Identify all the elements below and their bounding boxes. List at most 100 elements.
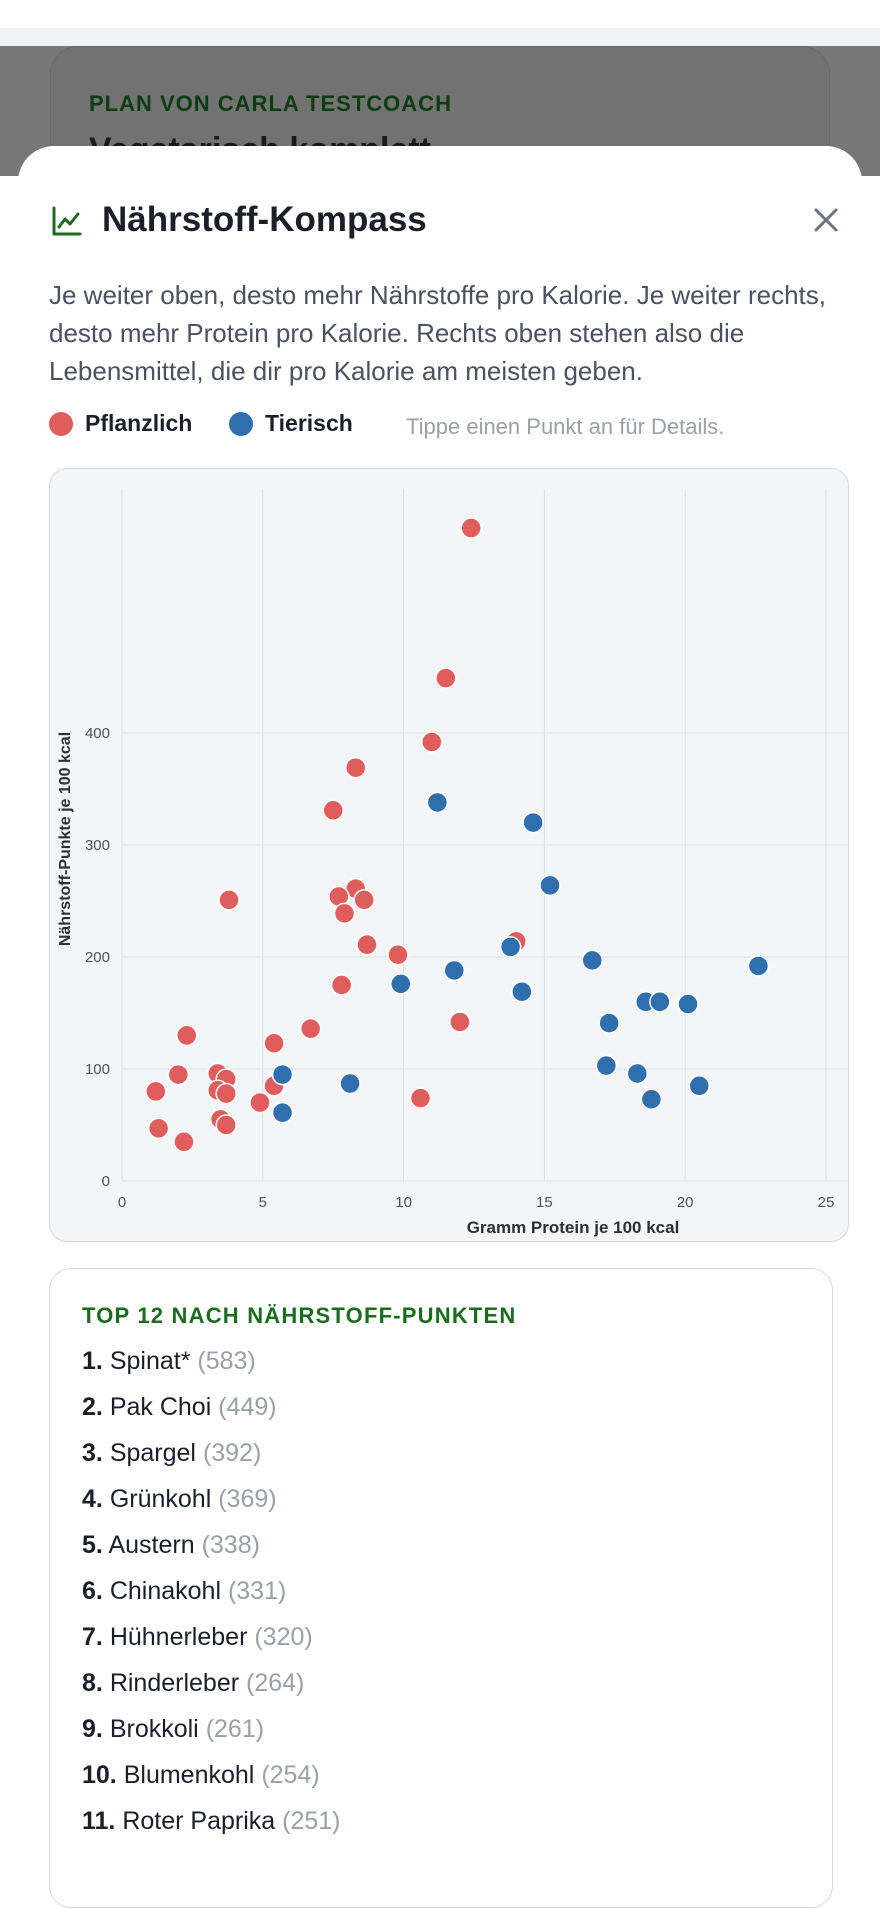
plant-data-point[interactable] [173,1131,195,1153]
list-item[interactable]: 7. Hühnerleber (320) [82,1623,341,1669]
plan-kicker: PLAN VON CARLA TESTCOACH [89,91,452,116]
close-icon [812,206,840,239]
list-rank: 8. [82,1669,103,1697]
x-tick-label: 15 [536,1194,553,1211]
animal-data-point[interactable] [271,1101,294,1124]
plant-data-point[interactable] [322,799,344,822]
animal-data-point[interactable] [339,1072,361,1095]
top-list-card: TOP 12 NACH NÄHRSTOFF-PUNKTEN 1. Spinat*… [49,1268,833,1908]
plant-data-point[interactable] [167,1063,190,1086]
animal-data-point[interactable] [443,959,466,982]
animal-data-point[interactable] [595,1054,618,1077]
legend-animal: Tierisch [229,410,353,437]
line-chart-icon [50,204,84,238]
bottom-sheet: Nährstoff-Kompass Je weiter oben, desto … [18,146,862,1908]
top-list-heading: TOP 12 NACH NÄHRSTOFF-PUNKTEN [82,1303,517,1328]
plant-data-point[interactable] [145,1080,167,1103]
animal-data-point[interactable] [677,993,699,1015]
legend-animal-label: Tierisch [265,410,353,436]
list-item[interactable]: 4. Grünkohl (369) [82,1485,341,1531]
list-item[interactable]: 9. Brokkoli (261) [82,1715,341,1761]
list-rank: 4. [82,1485,103,1513]
animal-data-point[interactable] [747,955,770,977]
animal-data-point[interactable] [390,973,412,995]
list-item[interactable]: 6. Chinakohl (331) [82,1577,341,1623]
list-name: Rinderleber [109,1669,240,1697]
plant-data-point[interactable] [353,889,375,911]
x-tick-label: 0 [118,1194,126,1211]
y-tick-label: 200 [85,949,110,966]
list-item[interactable]: 10. Blumenkohl (254) [82,1761,341,1807]
plant-data-point[interactable] [249,1091,271,1114]
x-tick-label: 10 [395,1194,412,1211]
plant-data-point[interactable] [215,1114,237,1136]
intro-text: Je weiter oben, desto mehr Nährstoffe pr… [49,280,827,386]
legend-plant: Pflanzlich [49,410,192,437]
y-axis-label: Nährstoff-Punkte je 100 kcal [57,732,74,946]
list-score: (369) [218,1485,277,1513]
plant-data-point[interactable] [299,1017,322,1040]
legend-hint: Tippe einen Punkt an für Details. [406,414,725,439]
list-item[interactable]: 11. Roter Paprika (251) [82,1807,341,1853]
list-rank: 11. [82,1807,116,1835]
list-score: (338) [201,1531,260,1559]
list-name: Chinakohl [109,1577,221,1605]
animal-data-point[interactable] [271,1063,294,1086]
list-item[interactable]: 5. Austern (338) [82,1531,341,1577]
animal-data-point[interactable] [426,791,449,814]
legend: Pflanzlich Tierisch Tippe einen Punkt an… [49,410,839,446]
animal-data-point[interactable] [522,811,544,834]
list-item[interactable]: 8. Rinderleber (264) [82,1669,341,1715]
plant-data-point[interactable] [215,1082,237,1105]
animal-data-point[interactable] [499,936,522,958]
plant-data-point[interactable] [421,731,443,753]
list-score: (331) [227,1577,287,1605]
plant-data-point[interactable] [460,517,482,539]
plant-data-point[interactable] [344,756,367,779]
sheet-header: Nährstoff-Kompass [50,198,838,244]
animal-data-point[interactable] [649,991,671,1013]
list-item[interactable]: 3. Spargel (392) [82,1439,341,1485]
animal-data-point[interactable] [598,1012,620,1034]
list-name: Pak Choi [109,1393,212,1421]
plant-data-point[interactable] [263,1032,285,1054]
list-rank: 10. [82,1761,117,1789]
plant-data-point[interactable] [333,902,356,925]
list-score: (261) [205,1715,265,1743]
animal-data-point[interactable] [640,1088,663,1110]
list-score: (254) [261,1761,320,1789]
plant-data-point[interactable] [176,1024,198,1047]
list-score: (449) [218,1393,277,1421]
sheet-title: Nährstoff-Kompass [102,200,427,239]
animal-data-point[interactable] [581,949,604,972]
list-name: Hühnerleber [109,1623,248,1651]
y-tick-label: 100 [85,1061,110,1078]
list-name: Spinat* [109,1347,191,1375]
list-item[interactable]: 1. Spinat* (583) [82,1347,341,1393]
x-tick-label: 20 [677,1194,694,1211]
list-name: Austern [108,1531,195,1559]
list-score: (583) [197,1347,256,1375]
animal-data-point[interactable] [539,874,561,897]
chart-svg: 0 5 10 15 20 25 0 100 200 300 400 Nährstoff-Punkte… [57,489,848,1237]
animal-dot-icon [229,411,253,436]
animal-data-point[interactable] [688,1075,711,1097]
plant-data-point[interactable] [330,974,353,996]
plant-data-point[interactable] [435,667,457,689]
x-axis-label: Gramm Protein je 100 kcal [467,1218,680,1237]
y-tick-label: 300 [85,837,110,854]
status-bar [0,0,880,28]
animal-data-point[interactable] [626,1062,649,1085]
plant-data-point[interactable] [409,1087,432,1109]
list-name: Blumenkohl [123,1761,255,1789]
list-rank: 3. [82,1439,103,1467]
plant-data-point[interactable] [147,1117,170,1140]
close-button[interactable] [806,202,846,242]
top-list: 1. Spinat* (583) 2. Pak Choi (449) 3. Sp… [82,1347,341,1853]
plant-data-point[interactable] [218,889,240,911]
plant-data-point[interactable] [449,1011,471,1033]
plant-data-point[interactable] [387,944,409,966]
animal-data-point[interactable] [511,980,533,1003]
list-item[interactable]: 2. Pak Choi (449) [82,1393,341,1439]
plant-data-point[interactable] [356,933,378,956]
